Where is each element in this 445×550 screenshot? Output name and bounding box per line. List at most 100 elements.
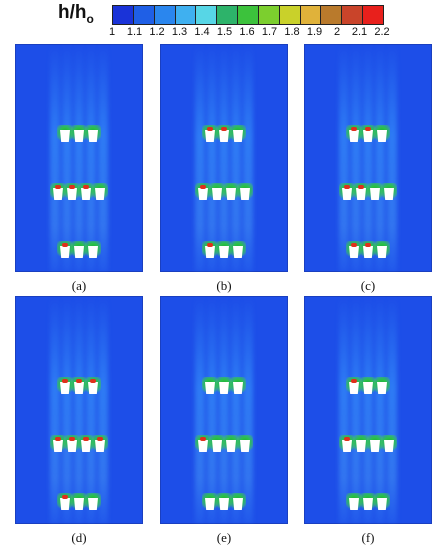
flow-streak [62,296,72,524]
obstacle-block [377,498,387,510]
flow-streak [351,44,361,272]
flow-streak [231,44,241,272]
flow-streak [195,44,205,272]
obstacle-block [88,246,98,258]
colorbar-cell [258,6,280,24]
obstacle-block [74,130,84,142]
hot-spot [358,185,364,189]
obstacle-block [363,382,373,394]
panel-label: (d) [71,530,87,545]
hot-spot [351,379,357,383]
flow-streak [74,296,84,524]
hot-spot [83,185,89,189]
obstacle-block [363,130,373,142]
colorbar-cell [175,6,197,24]
colorbar-tick-label: 1.3 [171,26,188,38]
obstacle-block [233,130,243,142]
colorbar-cell [342,6,364,24]
flow-streak [98,296,108,524]
flow-streak [243,44,253,272]
obstacle-block [60,130,70,142]
colorbar-tick-label: 1.5 [216,26,233,38]
hot-spot [76,379,82,383]
contour-panel [304,296,432,524]
colorbar-tick-label: 2 [333,26,341,38]
obstacle-block [349,498,359,510]
colorbar-tick-label: 1.4 [194,26,210,38]
obstacle-block [240,188,250,200]
hot-spot [344,185,350,189]
obstacle-block [342,440,352,452]
obstacle-block [95,188,105,200]
colorbar-tick-label: 2.2 [374,26,390,38]
contour-panel [160,296,288,524]
panel-label: (e) [216,530,232,545]
colorbar-tick-label: 1.7 [261,26,278,38]
colorbar-tick-label: 1.9 [306,26,323,38]
obstacle-block [198,188,208,200]
obstacle-block [60,246,70,258]
colorbar-cell [363,6,383,24]
flow-streak [363,296,373,524]
obstacle-block [363,498,373,510]
obstacle-block [377,382,387,394]
flow-streak [219,296,229,524]
flow-streak [98,44,108,272]
obstacle-block [219,246,229,258]
colorbar-cell [217,6,239,24]
hot-spot [62,243,68,247]
obstacle-block [349,382,359,394]
colorbar-cell [113,6,134,24]
obstacle-block [74,498,84,510]
obstacle-block [95,440,105,452]
colorbar-cell [238,6,259,24]
flow-streak [50,296,60,524]
flow-streak [86,44,96,272]
obstacle-block [212,188,222,200]
colorbar-cell [133,6,155,24]
panel-label: (b) [216,278,232,293]
colorbar-cell [321,6,343,24]
obstacle-block [219,382,229,394]
hot-spot [97,437,103,441]
colorbar-tick-label: 1.8 [284,26,300,38]
colorbar-tick-label: 1.6 [239,26,255,38]
flow-streak [62,44,72,272]
flow-streak [195,296,205,524]
obstacle-block [60,498,70,510]
colorbar-title: h/ho [58,2,94,26]
colorbar-tick-label: 2.1 [351,26,368,38]
obstacle-block [81,188,91,200]
hot-spot [365,243,371,247]
colorbar-ticks: 1 1.1 1.2 1.3 1.4 1.5 1.6 1.7 1.8 1.9 2 2.1 2.2 [108,26,390,40]
hot-spot [69,185,75,189]
obstacle-block [370,188,380,200]
colorbar-tick-label: 1 [108,26,116,38]
colorbar-cell [300,6,322,24]
hot-spot [351,243,357,247]
flow-streak [243,296,253,524]
obstacle-block [349,130,359,142]
flow-streak [231,296,241,524]
obstacle-block [205,130,215,142]
hot-spot [344,437,350,441]
flow-streak [86,296,96,524]
flow-streak [375,296,385,524]
hot-spot [90,379,96,383]
hot-spot [365,127,371,131]
obstacle-block [205,246,215,258]
contour-panel [304,44,432,272]
flow-streak [387,296,397,524]
obstacle-block [233,382,243,394]
colorbar-cell [196,6,218,24]
hot-spot [351,127,357,131]
obstacle-block [384,440,394,452]
contour-panel [15,296,143,524]
contour-panel [15,44,143,272]
obstacle-block [233,498,243,510]
obstacle-block [363,246,373,258]
hot-spot [83,437,89,441]
obstacle-block [53,188,63,200]
colorbar-cell [279,6,301,24]
obstacle-block [198,440,208,452]
